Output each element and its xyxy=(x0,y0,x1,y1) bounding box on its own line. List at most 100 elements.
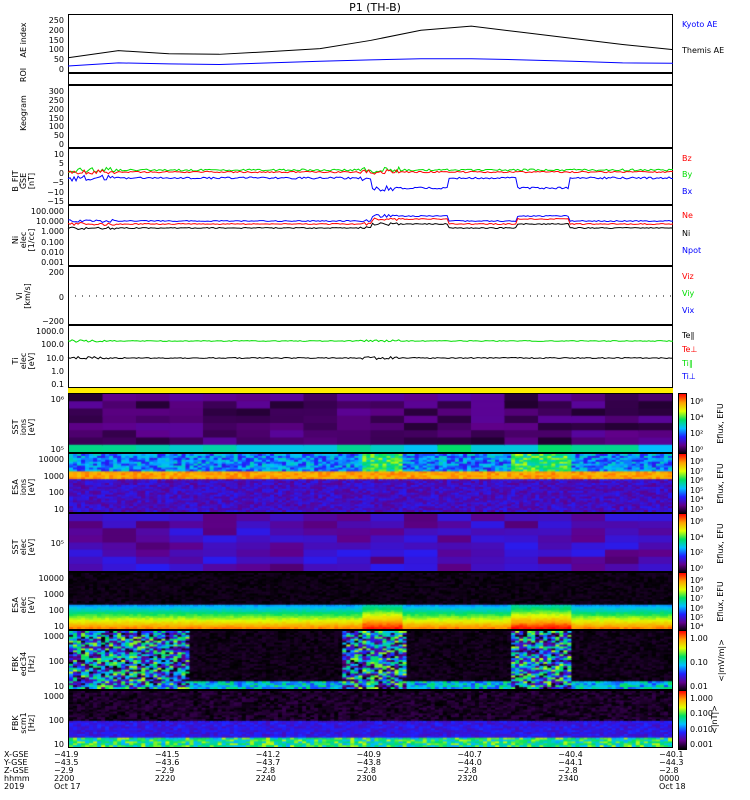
ti-line xyxy=(67,355,674,361)
x-tick-label: −40.4 xyxy=(558,750,583,759)
panel-sst_i xyxy=(68,393,673,453)
legend-vi: Vix xyxy=(682,306,695,315)
y-tick: 10000 xyxy=(38,455,64,464)
colorbar-tick: 10⁵ xyxy=(690,485,704,495)
x-tick-label: −43.5 xyxy=(54,758,79,767)
y-tick: 300 xyxy=(48,87,64,96)
colorbar-tick: 10² xyxy=(690,429,704,438)
panel-esa_e xyxy=(68,572,673,630)
y-tick: 0 xyxy=(58,65,64,74)
y-tick: 1000 xyxy=(43,692,64,701)
x-tick-label: 2240 xyxy=(255,774,277,783)
legend-ni: Npot xyxy=(682,246,702,256)
legend-bfit: Bz xyxy=(682,154,692,163)
colorbar-tick: 0.001 xyxy=(690,740,713,749)
y-tick: 1000 xyxy=(43,590,64,599)
colorbar-tick: 10⁶ xyxy=(690,517,704,526)
bz-line xyxy=(67,169,674,175)
y-tick: 10.000 xyxy=(36,217,64,227)
y-tick: 0 xyxy=(58,168,64,178)
colorbar-tick: 10⁰ xyxy=(690,445,704,454)
colorbar-tick: 10⁵ xyxy=(690,612,704,622)
colorbar-tick: 10³ xyxy=(690,505,704,514)
colorbar-tick: 10⁹ xyxy=(690,576,704,585)
colorbar-tick: 0.10 xyxy=(690,658,708,667)
legend-ae: Themis AE xyxy=(682,45,725,55)
legend-ti: Te⊥ xyxy=(682,344,698,354)
colorbar-tick: 10⁶ xyxy=(690,397,704,406)
y-tick: 100.0 xyxy=(41,340,64,350)
y-tick: 250 xyxy=(48,16,64,25)
y-tick: −200 xyxy=(42,317,64,326)
colorbar-tick: 10⁶ xyxy=(690,476,704,486)
x-tick-label: −44.1 xyxy=(558,758,583,767)
y-tick: 10⁵ xyxy=(50,445,64,454)
x-tick-label: −2.9 xyxy=(54,766,74,775)
y-tick: 0 xyxy=(58,292,64,302)
legend-ti: Ti∥ xyxy=(682,358,693,368)
x-tick-label: 2220 xyxy=(154,774,176,783)
y-tick: 0 xyxy=(58,140,64,149)
x-tick-label: −2.8 xyxy=(558,766,578,775)
y-tick: 10 xyxy=(53,150,64,159)
legend-ni: Ne xyxy=(682,211,693,220)
x-tick-label: −40.9 xyxy=(356,750,382,759)
y-tick: 10 xyxy=(53,622,64,631)
colorbar-tick: 10⁸ xyxy=(690,585,704,595)
colorbar-tick: 0.100 xyxy=(690,709,713,719)
x-tick-label: −43.8 xyxy=(356,758,382,767)
x-tick-label: Oct 17 xyxy=(54,782,81,791)
panel-esa_i xyxy=(68,453,673,513)
y-tick: 100 xyxy=(48,122,64,132)
x-tick-label: −2.8 xyxy=(356,766,376,775)
y-tick: 0.001 xyxy=(41,258,64,267)
x-tick-label: 2200 xyxy=(54,774,75,783)
x-tick-label: −2.9 xyxy=(154,766,175,775)
spectrogram-fbk_e xyxy=(69,631,672,689)
colorbar-fbk_b xyxy=(678,690,687,750)
legend-bfit: By xyxy=(682,170,693,180)
x-tick-label: 2340 xyxy=(558,774,579,783)
y-tick: 0.100 xyxy=(41,237,64,247)
y-tick: −15 xyxy=(47,197,64,206)
y-tick: 200 xyxy=(48,268,64,277)
legend-ti: Ti⊥ xyxy=(682,372,696,382)
y-tick: 0.1 xyxy=(51,380,64,389)
colorbar-tick: 10⁴ xyxy=(690,532,704,542)
spectrogram-fbk_b xyxy=(69,691,672,747)
y-tick: 100.000 xyxy=(30,207,64,216)
x-tick-label: −41.9 xyxy=(54,750,79,759)
x-tick-label: −41.5 xyxy=(154,750,180,759)
colorbar-tick: 0.01 xyxy=(690,682,708,691)
colorbar-tick: 1.000 xyxy=(690,694,713,703)
spectrogram-sst_e xyxy=(69,514,672,571)
x-row-label: Y-GSE xyxy=(4,758,28,767)
legend-vi: Viy xyxy=(682,289,695,298)
y-tick: 10⁵ xyxy=(50,538,64,548)
panel-ti xyxy=(68,325,673,388)
x-tick-label: Oct 18 xyxy=(659,782,686,791)
panel-sst_e xyxy=(68,513,673,572)
y-tick: 200 xyxy=(48,25,64,35)
panel-fbk_e xyxy=(68,630,673,690)
spectrogram-esa_e xyxy=(69,573,672,629)
x-tick-label: −2.8 xyxy=(255,766,276,775)
y-tick: 100 xyxy=(48,488,64,498)
colorbar-tick: 1.00 xyxy=(690,634,708,643)
x-tick-label: −2.8 xyxy=(659,766,679,775)
x-tick-label: −44.3 xyxy=(659,758,684,767)
panel-ni xyxy=(68,205,673,266)
plot-title: P1 (TH-B) xyxy=(349,1,401,14)
x-tick-label: −41.2 xyxy=(255,750,281,759)
legend-vi: Viz xyxy=(682,272,694,281)
y-tick: 10 xyxy=(53,740,64,749)
panel-roi xyxy=(68,73,673,85)
y-tick: 1.000 xyxy=(41,227,64,237)
y-tick: −5 xyxy=(52,178,64,188)
colorbar-tick: 0.010 xyxy=(690,724,713,734)
ni-line xyxy=(67,222,674,231)
y-tick: 1000 xyxy=(43,632,64,641)
y-tick: −10 xyxy=(47,187,64,197)
